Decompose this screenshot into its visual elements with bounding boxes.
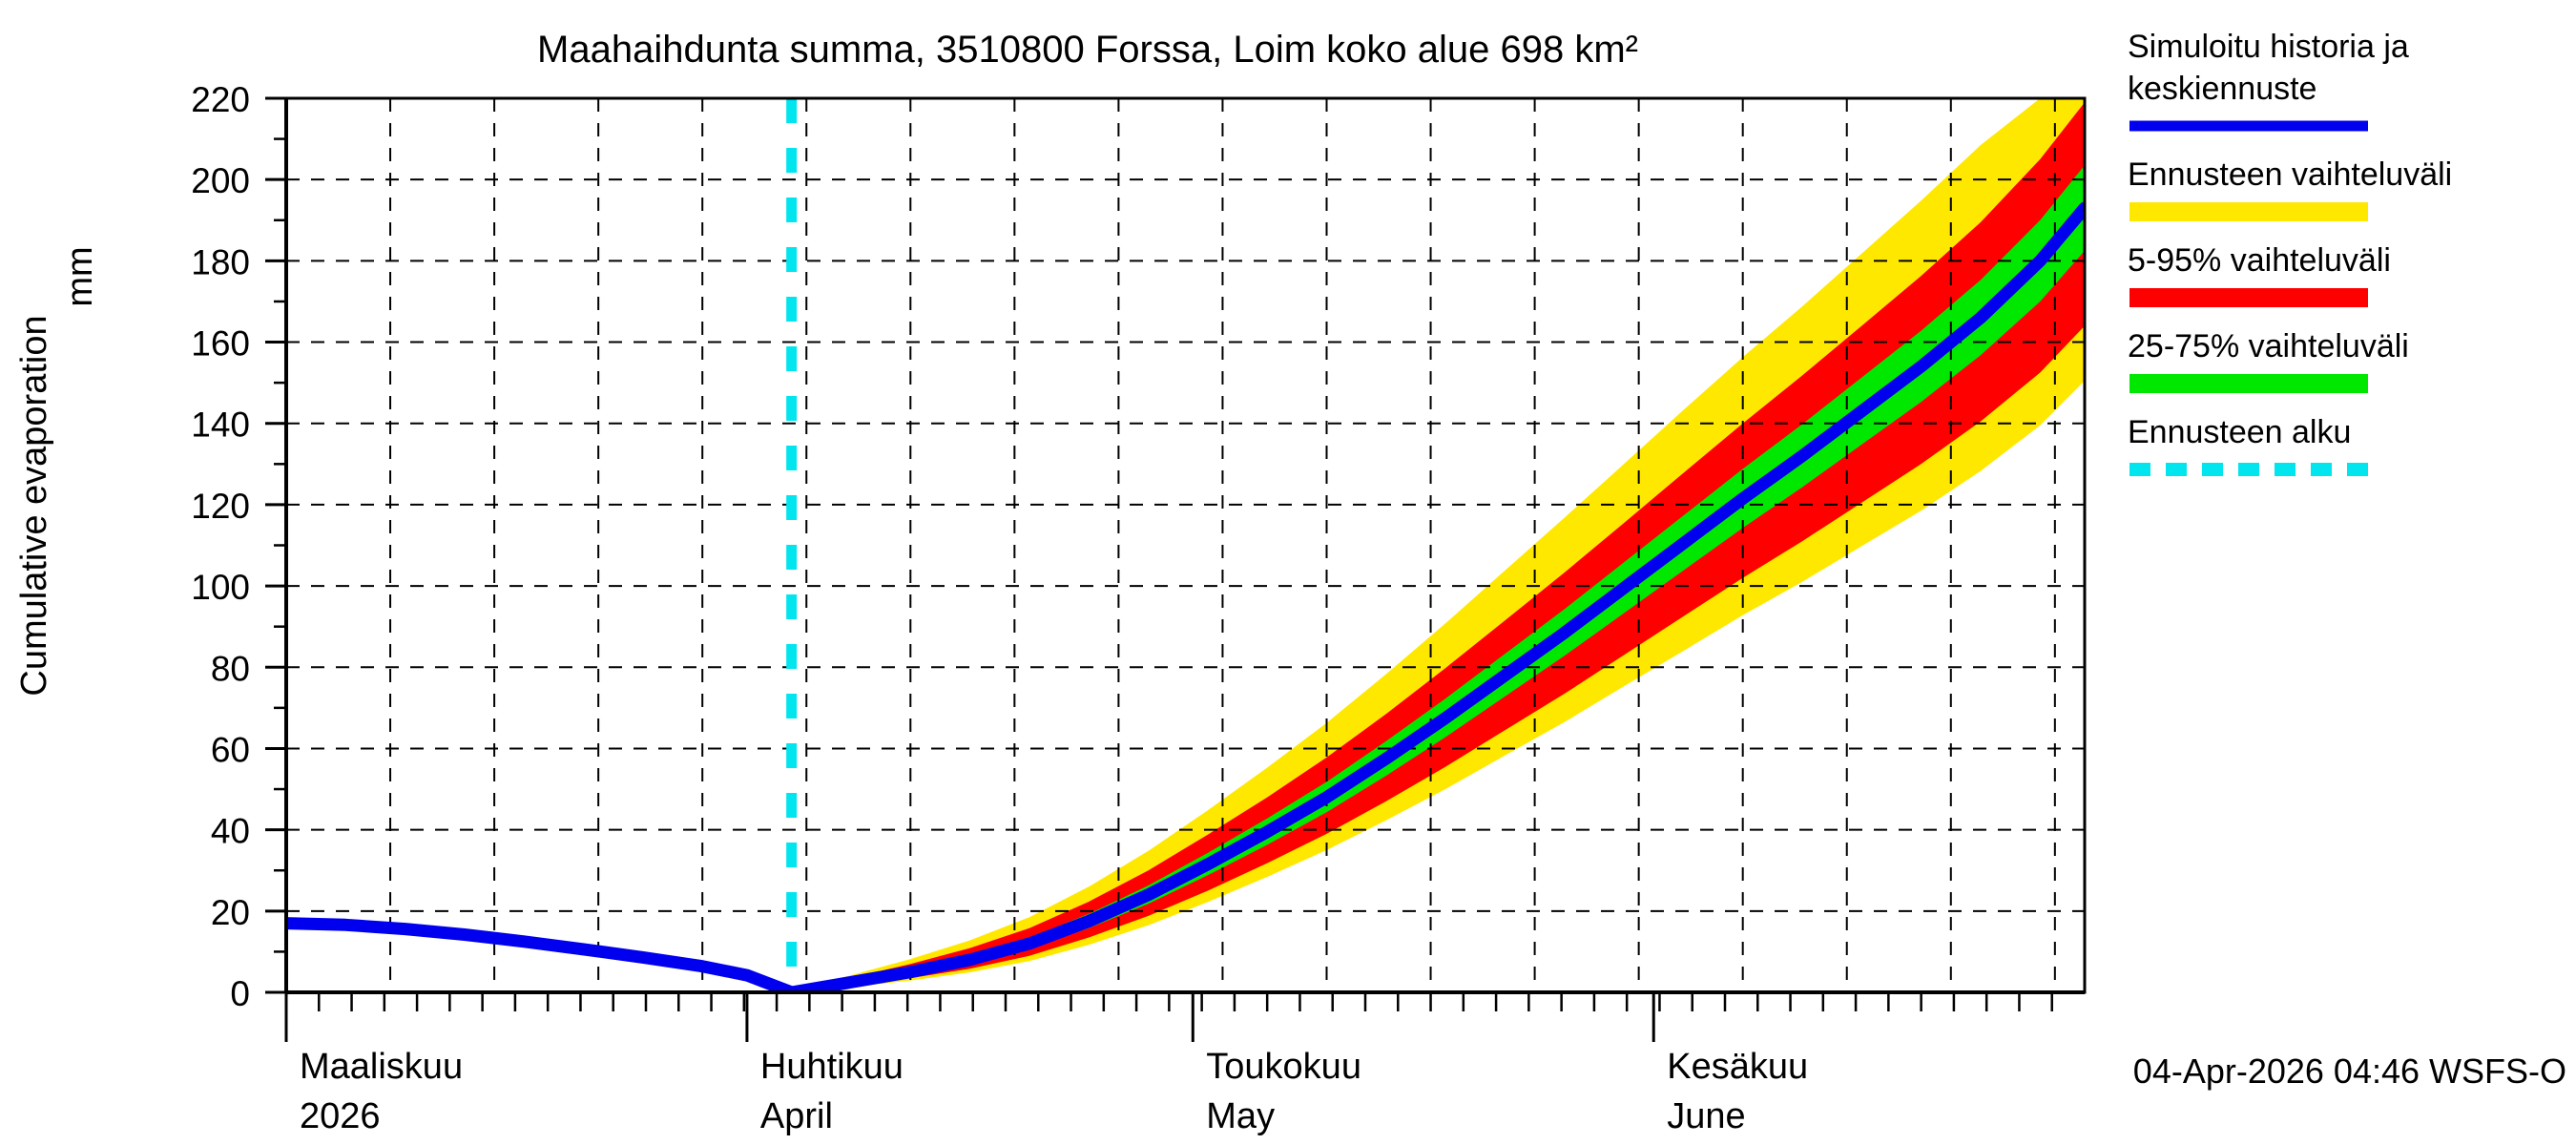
chart-legend: Simuloitu historia ja keskiennuste Ennuste…: [2128, 29, 2452, 476]
x-tick-label-en: June: [1667, 1096, 1745, 1136]
x-tick-label-fi: Toukokuu: [1206, 1047, 1361, 1087]
legend-label: Ennusteen alku: [2128, 414, 2351, 450]
y-axis-label: Cumulative evaporation: [14, 315, 54, 696]
legend-band-swatch-icon: [2129, 374, 2368, 393]
y-tick-label: 40: [211, 812, 250, 851]
y-tick-label: 120: [191, 487, 250, 526]
gridlines: [286, 97, 2085, 992]
legend-band-swatch-icon: [2129, 288, 2368, 307]
legend-label: 5-95% vaihteluväli: [2128, 242, 2391, 279]
band-outer-yellow: [791, 98, 2085, 992]
x-tick-label-fi: Maaliskuu: [300, 1047, 463, 1087]
y-tick-label: 220: [191, 80, 250, 119]
y-axis-unit: mm: [60, 246, 100, 306]
y-tick-label: 20: [211, 893, 250, 932]
y-tick-label: 180: [191, 242, 250, 281]
y-tick-label: 200: [191, 161, 250, 200]
mean-forecast-line: [286, 201, 2085, 992]
legend-label: keskiennuste: [2128, 71, 2316, 107]
legend-item: 5-95% vaihteluväli: [2128, 242, 2391, 307]
x-tick-label-en: 2026: [300, 1096, 381, 1136]
y-tick-label: 100: [191, 568, 250, 607]
x-tick-label-en: May: [1206, 1096, 1275, 1136]
mean-series-line: [286, 201, 2085, 992]
y-axis-title: Cumulative evaporation mm: [14, 246, 100, 696]
forecast-bands: [791, 98, 2085, 992]
x-tick-label-fi: Kesäkuu: [1667, 1047, 1808, 1087]
y-tick-label: 160: [191, 324, 250, 364]
legend-item: Ennusteen alku: [2128, 414, 2368, 476]
x-tick-label-en: April: [760, 1096, 833, 1136]
y-tick-label: 60: [211, 730, 250, 769]
legend-label: 25-75% vaihteluväli: [2128, 328, 2409, 364]
y-axis-ticks: 0 20 40 60 80 100 120 140 160 180 200 220: [191, 80, 286, 1013]
x-tick-label-fi: Huhtikuu: [760, 1047, 904, 1087]
page-title: Maahaihdunta summa, 3510800 Forssa, Loim…: [537, 29, 1638, 71]
y-tick-label: 140: [191, 406, 250, 445]
y-tick-label: 80: [211, 649, 250, 688]
x-axis-ticks: Maaliskuu 2026 Huhtikuu April Toukokuu May Kes…: [284, 992, 2053, 1136]
legend-item: 25-75% vaihteluväli: [2128, 328, 2409, 393]
legend-item: Simuloitu historia ja keskiennuste: [2128, 29, 2409, 132]
legend-item: Ennusteen vaihteluväli: [2128, 156, 2452, 221]
legend-label: Simuloitu historia ja: [2128, 29, 2409, 65]
legend-label: Ennusteen vaihteluväli: [2128, 156, 2452, 193]
y-tick-label: 0: [230, 974, 250, 1013]
legend-band-swatch-icon: [2129, 202, 2368, 221]
timestamp-label: 04-Apr-2026 04:46 WSFS-O: [2133, 1051, 2566, 1091]
